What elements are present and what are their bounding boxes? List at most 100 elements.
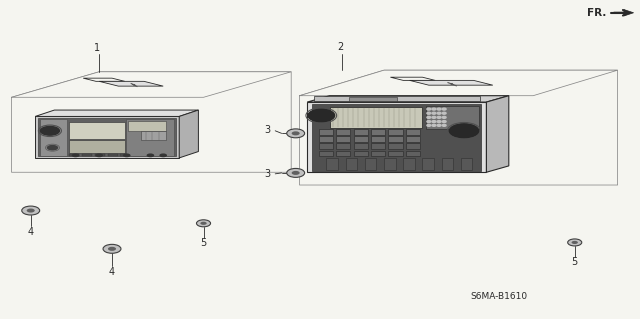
Polygon shape	[371, 129, 385, 135]
Polygon shape	[108, 154, 118, 156]
Circle shape	[427, 112, 431, 114]
Polygon shape	[336, 136, 350, 142]
Polygon shape	[354, 143, 368, 149]
Circle shape	[108, 247, 116, 251]
Polygon shape	[336, 143, 350, 149]
Circle shape	[123, 153, 131, 157]
Polygon shape	[624, 10, 634, 16]
Polygon shape	[388, 151, 403, 156]
Circle shape	[442, 108, 446, 110]
Text: 4: 4	[109, 267, 115, 277]
Circle shape	[442, 116, 446, 118]
Polygon shape	[319, 143, 333, 149]
Polygon shape	[388, 136, 403, 142]
Circle shape	[568, 239, 582, 246]
Circle shape	[432, 116, 436, 118]
Polygon shape	[371, 143, 385, 149]
Circle shape	[437, 108, 441, 110]
Polygon shape	[35, 116, 179, 158]
Polygon shape	[336, 129, 350, 135]
Polygon shape	[12, 72, 291, 97]
Polygon shape	[179, 110, 198, 158]
Circle shape	[449, 123, 479, 138]
Circle shape	[196, 220, 211, 227]
Polygon shape	[126, 119, 174, 156]
Polygon shape	[403, 158, 415, 170]
Circle shape	[307, 108, 335, 122]
Polygon shape	[141, 131, 166, 140]
Polygon shape	[346, 158, 357, 170]
Polygon shape	[422, 158, 434, 170]
Polygon shape	[354, 129, 368, 135]
Polygon shape	[384, 158, 396, 170]
Polygon shape	[371, 136, 385, 142]
Circle shape	[287, 129, 305, 138]
Circle shape	[22, 206, 40, 215]
Polygon shape	[82, 154, 92, 156]
Circle shape	[437, 112, 441, 114]
Polygon shape	[300, 70, 618, 96]
Circle shape	[572, 241, 578, 244]
Circle shape	[432, 124, 436, 126]
Polygon shape	[319, 129, 333, 135]
Circle shape	[427, 116, 431, 118]
Circle shape	[437, 121, 441, 122]
Polygon shape	[388, 143, 403, 149]
Text: S6MA-B1610: S6MA-B1610	[470, 292, 528, 301]
Text: FR.: FR.	[588, 8, 607, 18]
Circle shape	[40, 126, 60, 136]
Text: 2: 2	[337, 42, 344, 52]
Text: 5: 5	[572, 257, 578, 267]
Polygon shape	[312, 104, 481, 171]
Text: 3: 3	[264, 125, 270, 135]
Polygon shape	[35, 110, 198, 116]
Polygon shape	[406, 151, 420, 156]
Polygon shape	[319, 151, 333, 156]
Polygon shape	[371, 151, 385, 156]
Circle shape	[292, 131, 300, 135]
Polygon shape	[406, 129, 420, 135]
Polygon shape	[95, 154, 105, 156]
Polygon shape	[365, 158, 376, 170]
Polygon shape	[120, 154, 131, 156]
Circle shape	[432, 112, 436, 114]
Polygon shape	[69, 122, 125, 139]
Text: 4: 4	[28, 227, 34, 237]
Circle shape	[432, 121, 436, 122]
Circle shape	[159, 153, 167, 157]
Polygon shape	[307, 102, 486, 172]
Polygon shape	[390, 77, 435, 80]
Polygon shape	[83, 78, 125, 81]
Circle shape	[442, 112, 446, 114]
Text: 3: 3	[264, 169, 270, 179]
Polygon shape	[69, 154, 79, 156]
Circle shape	[72, 153, 79, 157]
Polygon shape	[69, 140, 125, 153]
Circle shape	[27, 209, 35, 212]
Polygon shape	[349, 97, 397, 101]
Circle shape	[287, 168, 305, 177]
Polygon shape	[486, 96, 509, 172]
Polygon shape	[426, 106, 479, 129]
Circle shape	[95, 153, 103, 157]
Polygon shape	[319, 136, 333, 142]
Circle shape	[47, 145, 58, 151]
Circle shape	[200, 222, 207, 225]
Circle shape	[292, 171, 300, 175]
Polygon shape	[326, 158, 338, 170]
Polygon shape	[99, 81, 163, 86]
Polygon shape	[388, 129, 403, 135]
Polygon shape	[40, 119, 67, 156]
Polygon shape	[410, 80, 493, 85]
Circle shape	[427, 124, 431, 126]
Circle shape	[147, 153, 154, 157]
Circle shape	[432, 108, 436, 110]
Circle shape	[437, 116, 441, 118]
Polygon shape	[442, 158, 453, 170]
Polygon shape	[406, 136, 420, 142]
Polygon shape	[314, 96, 480, 101]
Polygon shape	[133, 154, 143, 156]
Polygon shape	[406, 143, 420, 149]
Circle shape	[442, 124, 446, 126]
Circle shape	[427, 108, 431, 110]
